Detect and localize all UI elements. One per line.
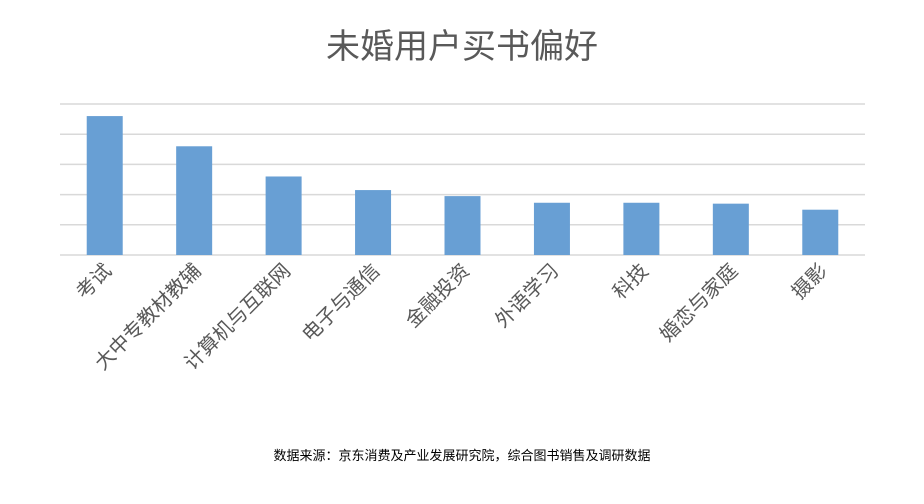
category-label: 外语学习 <box>490 259 564 333</box>
bar-6 <box>623 202 660 255</box>
bar-0 <box>86 116 123 255</box>
category-label: 考试 <box>71 259 116 304</box>
bar-4 <box>444 196 481 255</box>
category-label: 科技 <box>608 259 653 304</box>
bar-5 <box>533 202 570 255</box>
category-label: 金融投资 <box>400 259 474 333</box>
bars <box>86 116 839 255</box>
bar-3 <box>355 190 392 255</box>
category-label: 婚恋与家庭 <box>655 259 743 347</box>
bar-8 <box>802 209 839 255</box>
bar-1 <box>176 146 213 255</box>
source-note: 数据来源：京东消费及产业发展研究院，综合图书销售及调研数据 <box>273 448 650 464</box>
chart-title: 未婚用户买书偏好 <box>326 27 598 67</box>
category-label: 电子与通信 <box>297 259 385 347</box>
bar-2 <box>265 176 302 255</box>
bar-7 <box>712 203 749 255</box>
category-label: 摄影 <box>787 259 832 304</box>
